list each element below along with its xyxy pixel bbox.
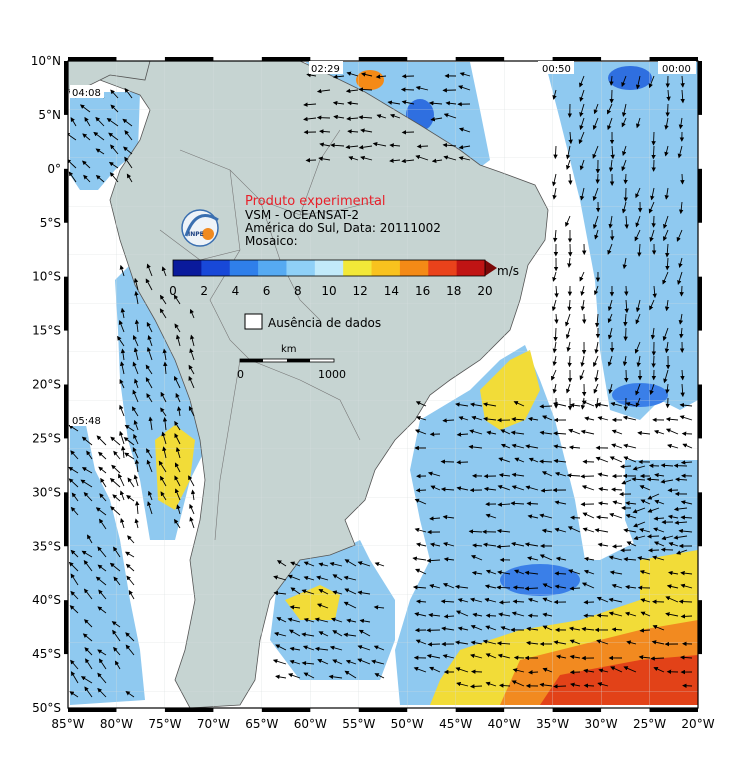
longitude-label: 75°W — [148, 717, 181, 731]
colorbar-arrow — [485, 260, 497, 276]
scale-bar: km 0 1000 — [237, 344, 346, 381]
latitude-label: 40°S — [32, 593, 61, 607]
colorbar-tick-label: 6 — [263, 284, 271, 298]
legend-title: Produto experimental — [245, 194, 386, 209]
longitude-label: 55°W — [342, 717, 375, 731]
longitude-label: 85°W — [51, 717, 84, 731]
longitude-label: 60°W — [294, 717, 327, 731]
colorbar-segment — [173, 260, 202, 276]
latitude-label: 45°S — [32, 647, 61, 661]
colorbar-tick-label: 14 — [384, 284, 399, 298]
no-data-swatch — [244, 313, 263, 330]
colorbar-tick-label: 4 — [232, 284, 240, 298]
pass-time-label: 05:48 — [72, 416, 101, 427]
colorbar-segment — [286, 260, 316, 276]
colorbar-tick-label: 18 — [446, 284, 461, 298]
longitude-label: 65°W — [245, 717, 278, 731]
latitude-label: 5°N — [38, 108, 61, 122]
longitude-label: 80°W — [100, 717, 133, 731]
colorbar-tick-label: 0 — [169, 284, 177, 298]
scale-end: 1000 — [318, 368, 346, 381]
pass-time-label: 02:29 — [311, 64, 340, 75]
colorbar-unit: m/s — [497, 264, 519, 278]
legend: INPE Produto experimental VSM - OCEANSAT… — [169, 194, 519, 381]
colorbar-segment — [201, 260, 231, 276]
legend-sensor: VSM - OCEANSAT-2 — [245, 208, 359, 222]
latitude-label: 25°S — [32, 431, 61, 445]
colorbar-segment — [343, 260, 373, 276]
svg-text:INPE: INPE — [188, 231, 204, 238]
colorbar-segment — [428, 260, 458, 276]
wind-vector-field — [68, 71, 693, 698]
latitude-label: 10°N — [31, 54, 61, 68]
colorbar-segment — [229, 260, 259, 276]
latitude-label: 30°S — [32, 485, 61, 499]
colorbar-segment — [399, 260, 429, 276]
longitude-label: 50°W — [391, 717, 424, 731]
longitude-label: 25°W — [633, 717, 666, 731]
longitude-label: 70°W — [197, 717, 230, 731]
longitude-label: 45°W — [439, 717, 472, 731]
colorbar-tick-label: 12 — [353, 284, 368, 298]
legend-mosaic: Mosaico: — [245, 234, 298, 248]
no-data-label: Ausência de dados — [268, 316, 381, 330]
colorbar-segment — [314, 260, 344, 276]
pass-time-label: 04:08 — [72, 88, 101, 99]
colorbar — [172, 259, 497, 277]
latitude-label: 5°S — [40, 216, 61, 230]
latitude-label: 35°S — [32, 539, 61, 553]
frame-ticks — [64, 57, 702, 712]
longitude-label: 20°W — [681, 717, 714, 731]
colorbar-tick-label: 8 — [294, 284, 302, 298]
scale-unit: km — [281, 344, 297, 355]
scale-start: 0 — [237, 368, 244, 381]
pass-time-label: 00:00 — [662, 64, 691, 75]
longitude-label: 30°W — [585, 717, 618, 731]
inpe-logo: INPE — [181, 209, 219, 247]
longitude-label: 35°W — [536, 717, 569, 731]
latitude-label: 50°S — [32, 701, 61, 715]
latitude-label: 10°S — [32, 270, 61, 284]
colorbar-segment — [371, 260, 401, 276]
longitude-label: 40°W — [488, 717, 521, 731]
latitude-label: 0° — [47, 162, 61, 176]
colorbar-tick-label: 20 — [477, 284, 492, 298]
longitude-labels: 85°W 80°W 75°W 70°W 65°W 60°W 55°W 50°W 45°W 40°W… — [51, 717, 714, 731]
legend-region-date: América do Sul, Data: 20111002 — [245, 221, 441, 235]
colorbar-tick-label: 16 — [415, 284, 430, 298]
latitude-label: 20°S — [32, 378, 61, 392]
colorbar-tick-labels: 0 2 4 6 8 10 12 14 16 18 20 — [169, 284, 492, 298]
pass-time-label: 00:50 — [542, 64, 571, 75]
colorbar-segment — [258, 260, 287, 276]
colorbar-segment — [456, 260, 486, 276]
colorbar-tick-label: 10 — [321, 284, 336, 298]
colorbar-tick-label: 2 — [200, 284, 208, 298]
latitude-label: 15°S — [32, 324, 61, 338]
latitude-labels: 10°N 5°N 0° 5°S 10°S 15°S 20°S 25°S 30°S 35°S 40°S… — [31, 54, 61, 715]
